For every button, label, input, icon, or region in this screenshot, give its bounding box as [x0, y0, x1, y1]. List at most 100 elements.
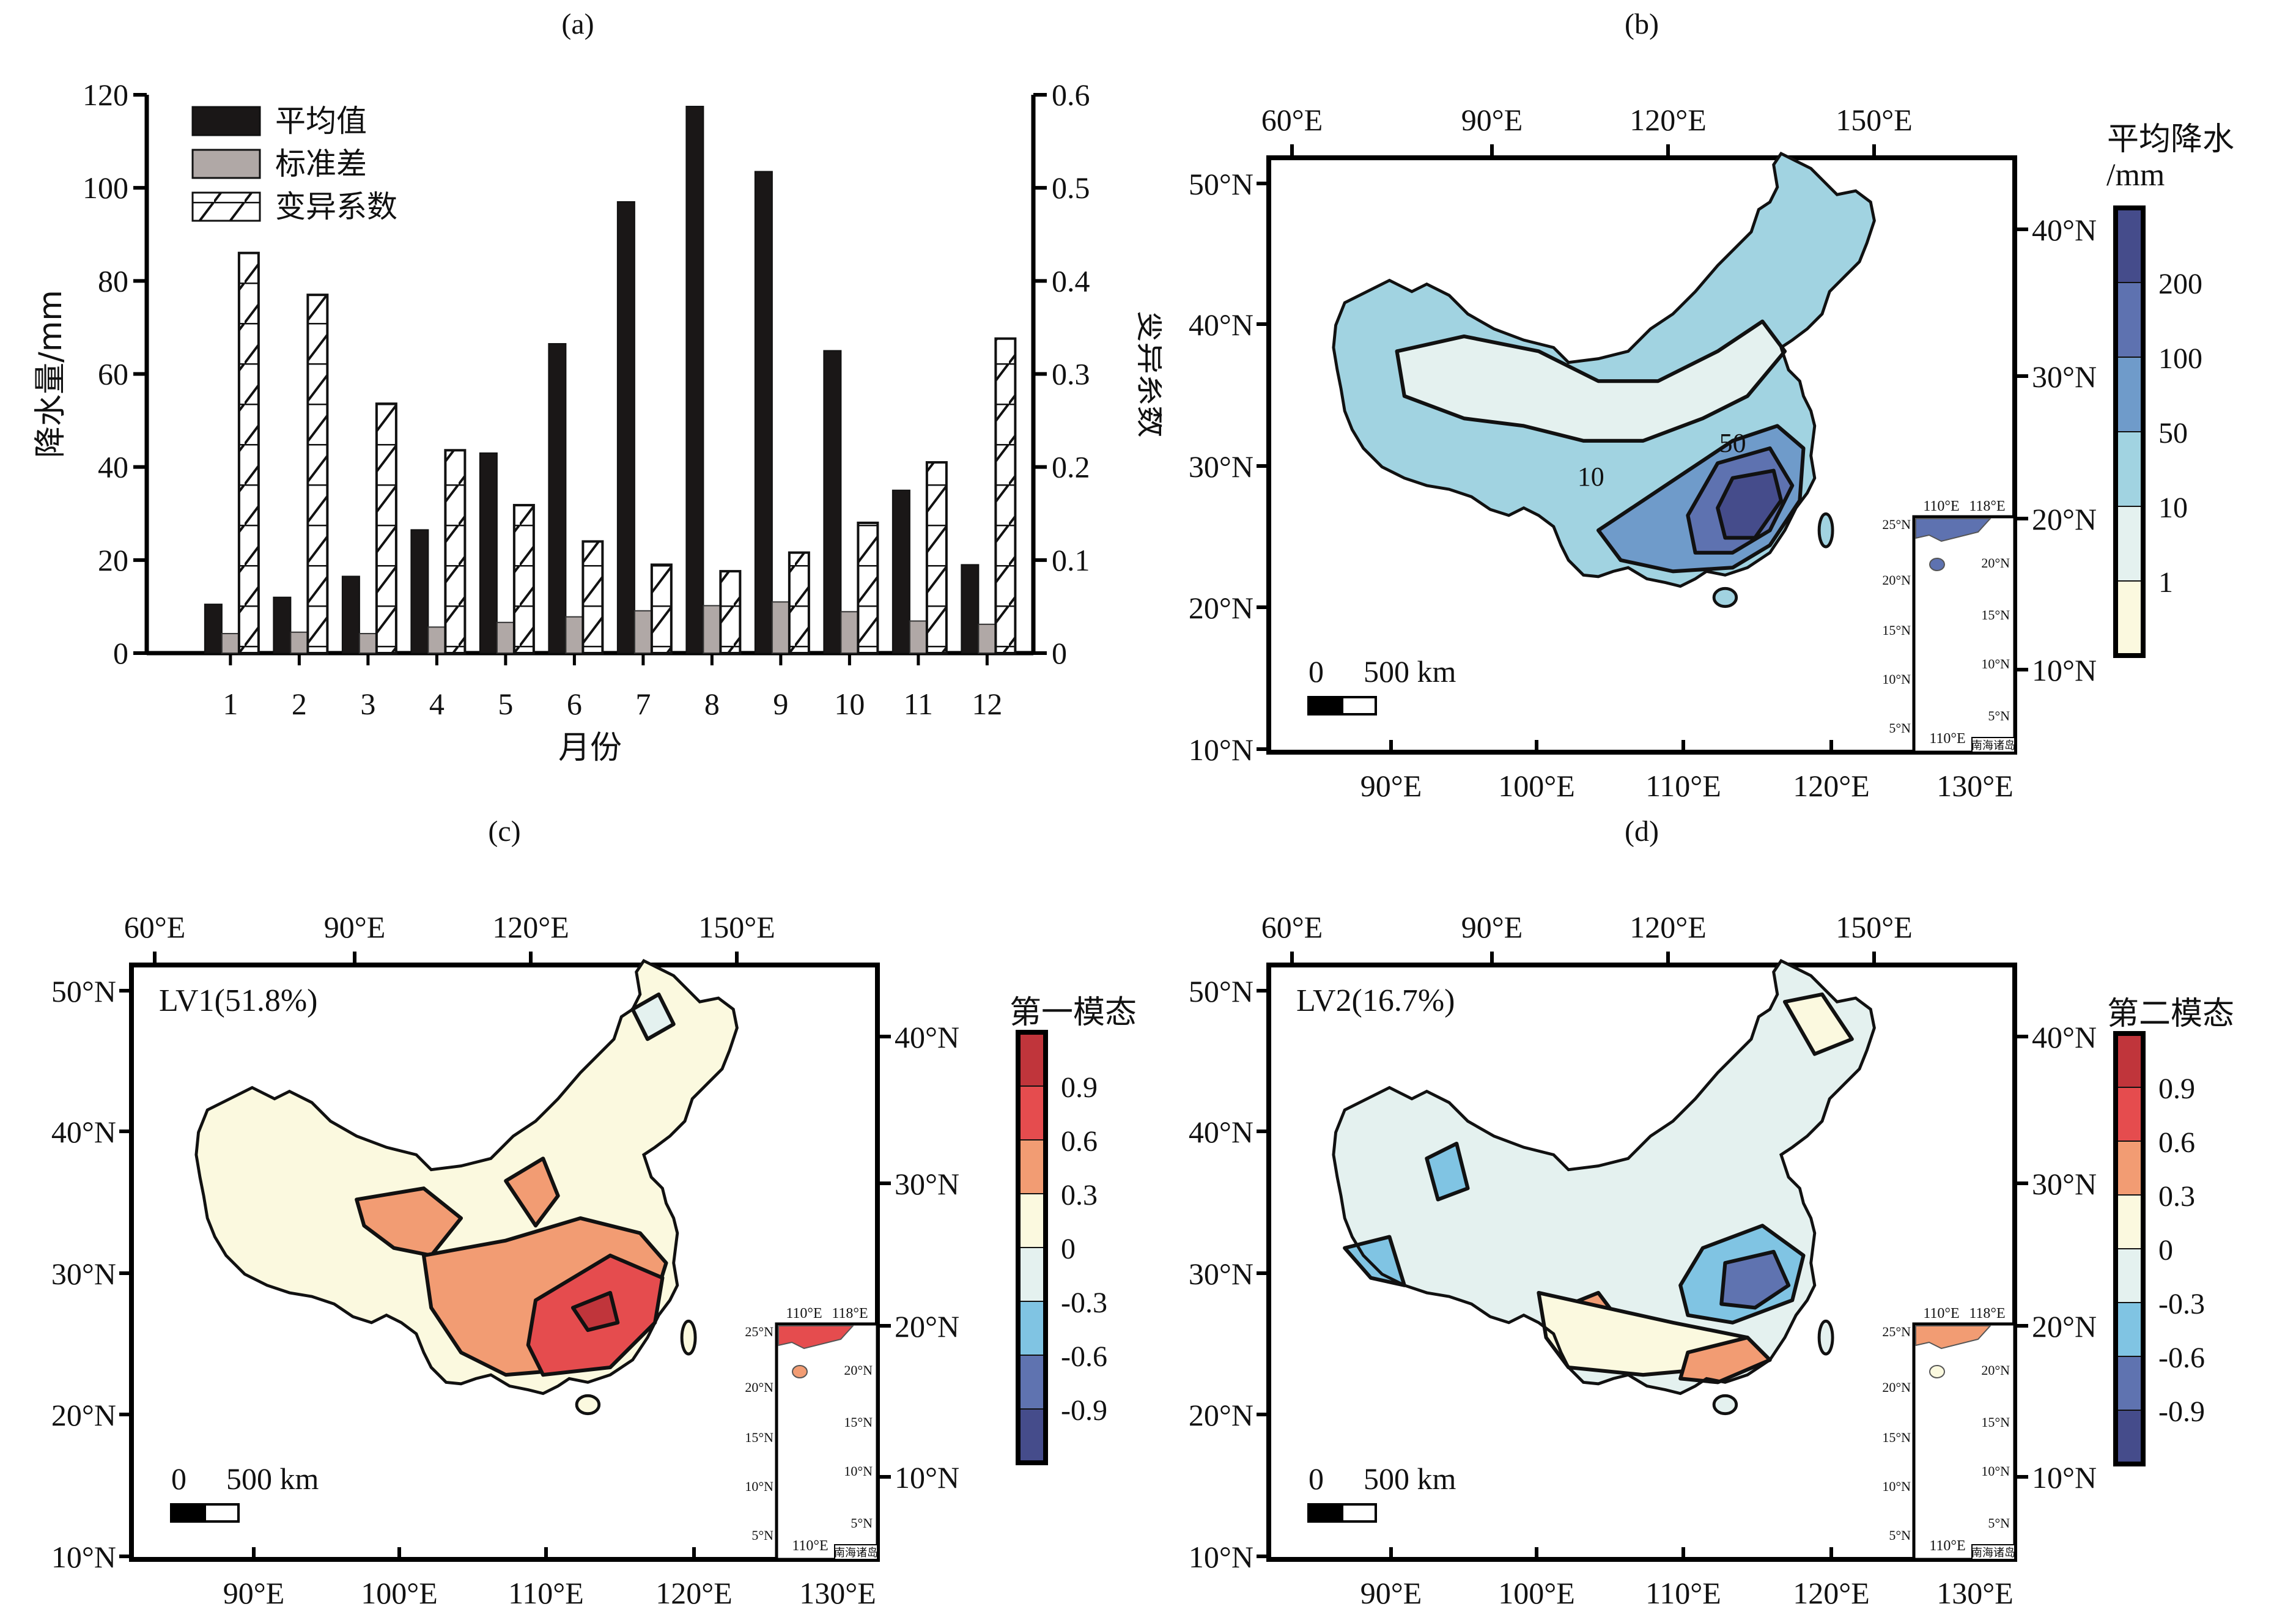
panel-c: (c) 60°E 90°E 120°E 150°E 90°E 100°E 110°E 120°E…: [0, 807, 1162, 1610]
colorbar-segment: [1017, 1139, 1046, 1194]
lon-label-bottom: 90°E: [1360, 1576, 1422, 1609]
y-tick-label: 40: [98, 450, 128, 484]
inset-hainan: [792, 1365, 808, 1378]
lon-label-bottom: 120°E: [1793, 1576, 1870, 1609]
contour-zone: [1719, 1249, 1791, 1310]
lon-label-bottom: 110°E: [1645, 1576, 1721, 1609]
lon-label-top: 120°E: [1630, 103, 1707, 137]
colorbar-title: 平均降水: [2107, 121, 2234, 158]
scalebar-start: 0: [1309, 1462, 1324, 1496]
inset-right-label: 10°N: [1981, 1463, 2010, 1479]
bar-mean: [616, 201, 635, 654]
bar-std: [909, 620, 928, 654]
bar-cv: [444, 449, 467, 654]
bar-mean: [685, 106, 704, 654]
y-tick-label: 20: [98, 543, 128, 577]
inset-label-box: [834, 1544, 878, 1560]
bar-std: [427, 626, 446, 654]
lat-label-right: 30°N: [2032, 360, 2097, 394]
inset-frame: [1912, 515, 2017, 754]
inset-left-label: 20°N: [1882, 1380, 1911, 1395]
bar-std: [633, 610, 652, 654]
legend-label: 平均值: [275, 103, 367, 139]
inset-hainan: [1929, 558, 1945, 571]
colorbar-segment: [1017, 1032, 1046, 1087]
hainan-island: [575, 1394, 601, 1416]
taiwan-island: [1817, 512, 1834, 549]
colorbar-tick-label: 0: [1061, 1233, 1076, 1265]
lat-label-right: 20°N: [2032, 502, 2097, 536]
scalebar-white: [1341, 1503, 1377, 1523]
lat-label-right: 10°N: [2032, 653, 2097, 687]
lon-label-bottom: 100°E: [361, 1576, 438, 1609]
bar-cv: [857, 521, 879, 655]
colorbar-segment: [2115, 1302, 2144, 1357]
colorbar-segment: [2115, 580, 2144, 656]
scalebar-black: [1307, 1503, 1343, 1523]
scalebar-white: [204, 1503, 240, 1523]
colorbar-tick-label: -0.3: [2158, 1288, 2205, 1320]
inset-bottom-label: 110°E: [1929, 1538, 1965, 1554]
legend-label: 标准差: [275, 146, 367, 182]
scalebar-white: [1341, 696, 1377, 715]
bar-cv: [581, 540, 604, 655]
scalebar-black: [170, 1503, 206, 1523]
china-map: [1332, 958, 1876, 1416]
lat-label-right: 40°N: [2032, 213, 2097, 247]
lon-label-bottom: 90°E: [1360, 769, 1422, 803]
lat-label-left: 40°N: [1189, 308, 1253, 342]
colorbar-tick-label: 0.6: [2158, 1126, 2195, 1159]
y-tick-label: 80: [98, 264, 128, 298]
inset-top-label: 110°E: [1923, 498, 1959, 514]
inset-frame: [1912, 1322, 2017, 1561]
lat-label-right: 40°N: [895, 1020, 959, 1054]
scalebar-end: 500 km: [1364, 1462, 1456, 1496]
bar-mean: [891, 489, 910, 654]
y2-tick-label: 0.6: [1052, 78, 1090, 112]
bar-cv: [788, 551, 810, 654]
colorbar-segment: [2115, 1410, 2144, 1465]
inset-right-label: 5°N: [851, 1515, 873, 1531]
bar-mean: [548, 343, 567, 654]
lat-label-left: 50°N: [1189, 974, 1253, 1008]
bar-cv: [925, 461, 948, 655]
inset-right-label: 20°N: [844, 1362, 873, 1378]
bar-cv: [375, 402, 397, 655]
panel-title: (a): [561, 8, 594, 40]
y-tick-label: 100: [83, 171, 128, 205]
taiwan-island: [680, 1319, 697, 1356]
lon-label-top: 150°E: [1836, 103, 1913, 137]
lat-label-left: 40°N: [1189, 1115, 1253, 1149]
inset-left-label: 25°N: [1882, 1324, 1911, 1339]
colorbar-segment: [2115, 282, 2144, 358]
y2-tick-label: 0.4: [1052, 264, 1090, 298]
inset-right-label: 5°N: [1988, 1515, 2010, 1531]
x-tick-label: 9: [773, 687, 788, 721]
y2-tick-label: 0: [1052, 636, 1067, 670]
inset-left-label: 10°N: [1882, 671, 1911, 687]
x-tick-label: 2: [292, 687, 307, 721]
colorbar-segment: [2115, 1141, 2144, 1196]
lon-label-bottom: 110°E: [508, 1576, 584, 1609]
y-tick-label: 60: [98, 357, 128, 391]
map-mean-precipitation: (b) 60°E 90°E 120°E 150°E 90°E 100°E 110°E 120°E…: [1189, 8, 2234, 803]
lon-label-bottom: 100°E: [1498, 769, 1575, 803]
bar-std: [221, 633, 240, 654]
x-tick-label: 5: [498, 687, 513, 721]
mode-annotation: LV1(51.8%): [159, 983, 318, 1018]
lon-label-bottom: 90°E: [223, 1576, 285, 1609]
panel-title: (d): [1625, 815, 1659, 848]
inset-top-label: 110°E: [1923, 1306, 1959, 1322]
y2-tick-label: 0.2: [1052, 450, 1090, 484]
colorbar-segment: [2115, 431, 2144, 507]
colorbar-tick-label: 50: [2158, 417, 2188, 449]
colorbar-segment: [2115, 1033, 2144, 1088]
colorbar-segment: [2115, 357, 2144, 432]
panel-d: (d) 60°E 90°E 120°E 150°E 90°E 100°E 110°E 120°E…: [1162, 807, 2296, 1610]
colorbar-tick-label: 0.6: [1061, 1125, 1098, 1158]
lat-label-left: 50°N: [51, 974, 116, 1008]
panel-a: (a) 0 20 40 60 80 100 120 0 0.1 0.2 0.3 0.4 0.5 0.6 1 2…: [0, 0, 1169, 807]
panel-b: (b) 60°E 90°E 120°E 150°E 90°E 100°E 110°E 120°E…: [1162, 0, 2296, 807]
inset-right-label: 5°N: [1988, 708, 2010, 723]
